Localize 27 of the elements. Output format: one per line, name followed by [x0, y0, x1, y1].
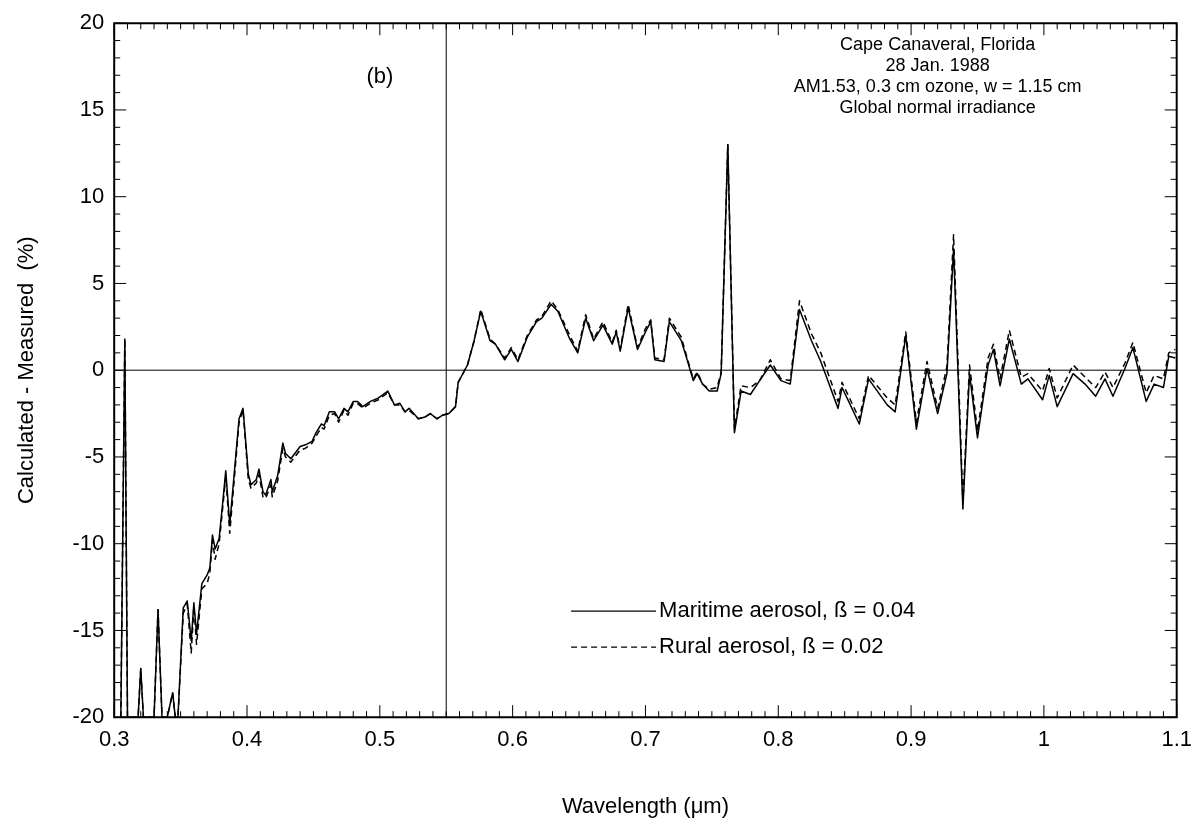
- x-tick-label: 0.3: [98, 726, 130, 752]
- annotation: Cape Canaveral, Florida: [840, 34, 1037, 55]
- x-tick-label: 0.9: [895, 726, 927, 752]
- x-tick-label: 0.4: [231, 726, 263, 752]
- y-tick-label: -20: [72, 703, 105, 729]
- y-axis-title: Calculated - Measured (%): [13, 236, 39, 505]
- annotation: Global normal irradiance: [839, 97, 1036, 118]
- x-tick-label: 0.6: [497, 726, 528, 752]
- legend-label: Rural aerosol, ß = 0.02: [659, 633, 884, 659]
- y-tick-label: -10: [72, 529, 105, 555]
- y-tick-label: 20: [79, 9, 105, 35]
- x-tick-label: 0.8: [762, 726, 794, 752]
- annotation: 28 Jan. 1988: [885, 55, 990, 76]
- y-tick-label: 5: [91, 269, 105, 295]
- x-tick-label: 1: [1037, 726, 1051, 752]
- x-tick-label: 1.1: [1161, 726, 1193, 752]
- y-tick-label: 0: [91, 356, 105, 382]
- x-axis-title: Wavelength (μm): [561, 792, 730, 818]
- y-tick-label: 15: [79, 96, 105, 122]
- legend-label: Maritime aerosol, ß = 0.04: [659, 597, 916, 623]
- y-tick-label: 10: [79, 182, 105, 208]
- annotation: (b): [366, 63, 394, 89]
- y-tick-label: -15: [72, 616, 105, 642]
- x-tick-label: 0.5: [364, 726, 396, 752]
- annotation: AM1.53, 0.3 cm ozone, w = 1.15 cm: [793, 76, 1082, 97]
- y-tick-label: -5: [84, 443, 105, 469]
- x-tick-label: 0.7: [630, 726, 661, 752]
